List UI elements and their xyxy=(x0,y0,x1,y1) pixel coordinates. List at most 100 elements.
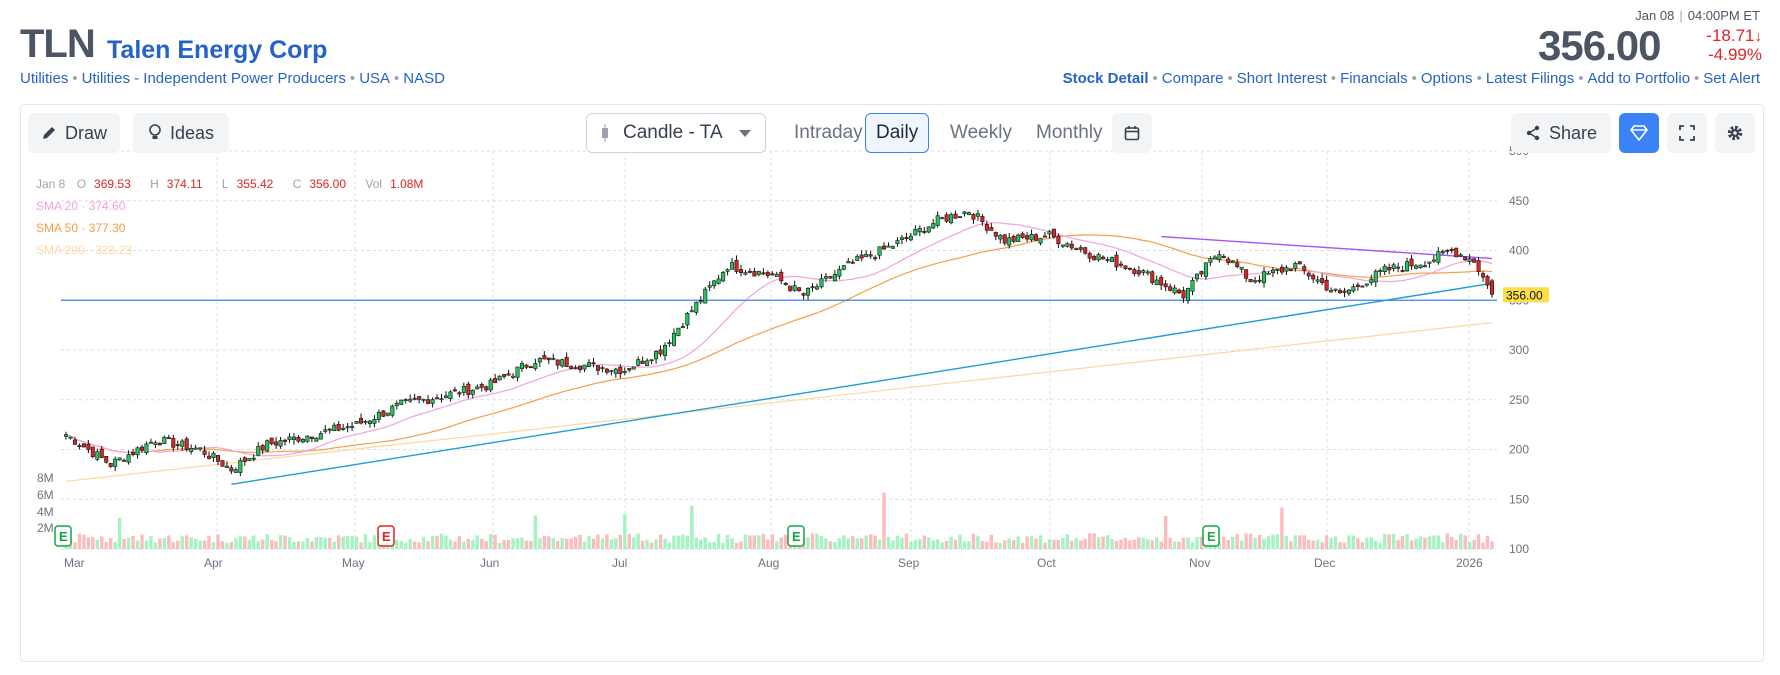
candle-body xyxy=(300,439,305,443)
volume-bar xyxy=(135,540,140,549)
candle-body xyxy=(980,216,985,223)
candle-body xyxy=(341,427,346,430)
candle-body xyxy=(144,443,149,454)
candle-body xyxy=(81,443,86,448)
candle-body xyxy=(1141,270,1146,273)
breadcrumb-industry[interactable]: Utilities - Independent Power Producers xyxy=(81,70,346,87)
share-button[interactable]: Share xyxy=(1511,113,1611,153)
volume-bar xyxy=(1172,541,1177,549)
volume-bar xyxy=(189,537,193,549)
volume-bar xyxy=(1275,534,1280,549)
company-name[interactable]: Talen Energy Corp xyxy=(107,36,328,64)
candle-body xyxy=(1396,266,1401,269)
volume-bar xyxy=(1356,538,1360,549)
candle-body xyxy=(779,271,784,282)
candle-body xyxy=(1011,235,1016,242)
candle-body xyxy=(457,392,462,395)
nav-compare[interactable]: Compare xyxy=(1161,70,1224,87)
volume-bar xyxy=(1454,539,1458,549)
candle-body xyxy=(412,397,417,400)
volume-bar xyxy=(533,515,538,549)
volume-bar xyxy=(1065,534,1070,549)
volume-bar xyxy=(1105,535,1110,549)
settings-button[interactable] xyxy=(1715,113,1755,153)
candle-body xyxy=(1490,280,1495,295)
volume-bar xyxy=(1079,540,1083,549)
volume-bar xyxy=(725,535,730,549)
volume-bar xyxy=(113,542,117,549)
volume-bar xyxy=(176,540,180,549)
candle-body xyxy=(1342,290,1347,293)
candle-body xyxy=(72,439,77,445)
candle-body xyxy=(443,395,448,398)
candle-body xyxy=(1248,279,1253,283)
nav-options[interactable]: Options xyxy=(1420,70,1473,87)
candle-body xyxy=(1387,267,1392,271)
draw-button[interactable]: Draw xyxy=(28,113,120,153)
volume-bar xyxy=(618,534,623,549)
candle-body xyxy=(975,213,980,217)
candle-body xyxy=(86,443,91,450)
volume-bar xyxy=(1087,533,1092,549)
candle-body xyxy=(1208,258,1213,263)
volume-bar xyxy=(515,538,520,549)
candle-body xyxy=(68,436,73,439)
nav-financials[interactable]: Financials xyxy=(1340,70,1408,87)
tab-monthly[interactable]: Monthly xyxy=(1036,122,1103,143)
x-tick-label: Oct xyxy=(1037,556,1056,570)
candle-body xyxy=(591,362,596,365)
candle-body xyxy=(524,364,529,368)
volume-bar xyxy=(117,517,122,549)
nav-set-alert[interactable]: Set Alert xyxy=(1703,70,1760,87)
volume-bar xyxy=(551,537,555,549)
candle-body xyxy=(1284,267,1289,272)
volume-bar xyxy=(627,533,631,549)
candle-body xyxy=(1168,286,1173,291)
volume-bar xyxy=(502,540,506,549)
candle-body xyxy=(251,457,256,460)
tab-daily[interactable]: Daily xyxy=(865,113,930,153)
nav-add-to-portfolio[interactable]: Add to Portfolio xyxy=(1587,70,1691,87)
candle-body xyxy=(1230,260,1235,264)
candle-body xyxy=(1217,254,1222,261)
volume-bar xyxy=(430,535,435,549)
candle-body xyxy=(765,272,770,276)
candle-body xyxy=(265,440,270,452)
price-chart[interactable]: 500450400350300250200150100MarAprMayJunJ… xyxy=(21,105,1765,661)
tab-intraday[interactable]: Intraday xyxy=(794,122,863,143)
candle-body xyxy=(207,455,212,459)
candle-body xyxy=(698,300,703,303)
candle-body xyxy=(202,450,207,455)
volume-bar xyxy=(426,541,430,549)
fullscreen-button[interactable] xyxy=(1667,113,1707,153)
volume-bar xyxy=(882,492,886,549)
volume-bar xyxy=(739,541,743,549)
volume-bar xyxy=(234,538,238,549)
breadcrumb-country[interactable]: USA xyxy=(359,70,391,87)
chart-toolbar: Draw Ideas Candle - TA Intraday Daily We… xyxy=(21,105,1763,155)
chart-type-select[interactable]: Candle - TA xyxy=(586,113,766,153)
volume-tick-label: 2M xyxy=(37,521,54,535)
elite-button[interactable] xyxy=(1619,113,1659,153)
candle-body xyxy=(1454,247,1459,258)
ideas-button[interactable]: Ideas xyxy=(133,113,229,153)
nav-short-interest[interactable]: Short Interest xyxy=(1236,70,1327,87)
volume-bar xyxy=(225,542,229,549)
breadcrumb-sector[interactable]: Utilities xyxy=(20,70,69,87)
volume-bar xyxy=(1266,536,1271,549)
volume-bar xyxy=(439,533,444,549)
breadcrumb-exchange[interactable]: NASD xyxy=(403,70,445,87)
volume-bar xyxy=(1387,534,1391,549)
volume-bar xyxy=(448,539,453,549)
chart-type-value: Candle - TA xyxy=(623,122,723,143)
volume-bar xyxy=(207,535,211,549)
share-label: Share xyxy=(1548,122,1598,143)
candle-body xyxy=(1467,258,1472,262)
volume-bar xyxy=(976,536,980,549)
tab-weekly[interactable]: Weekly xyxy=(950,122,1012,143)
volume-bar xyxy=(1199,536,1204,549)
date-range-button[interactable] xyxy=(1112,113,1152,153)
nav-latest-filings[interactable]: Latest Filings xyxy=(1485,70,1575,87)
y-tick-label: 150 xyxy=(1509,492,1529,506)
nav-stock-detail[interactable]: Stock Detail xyxy=(1062,70,1149,87)
